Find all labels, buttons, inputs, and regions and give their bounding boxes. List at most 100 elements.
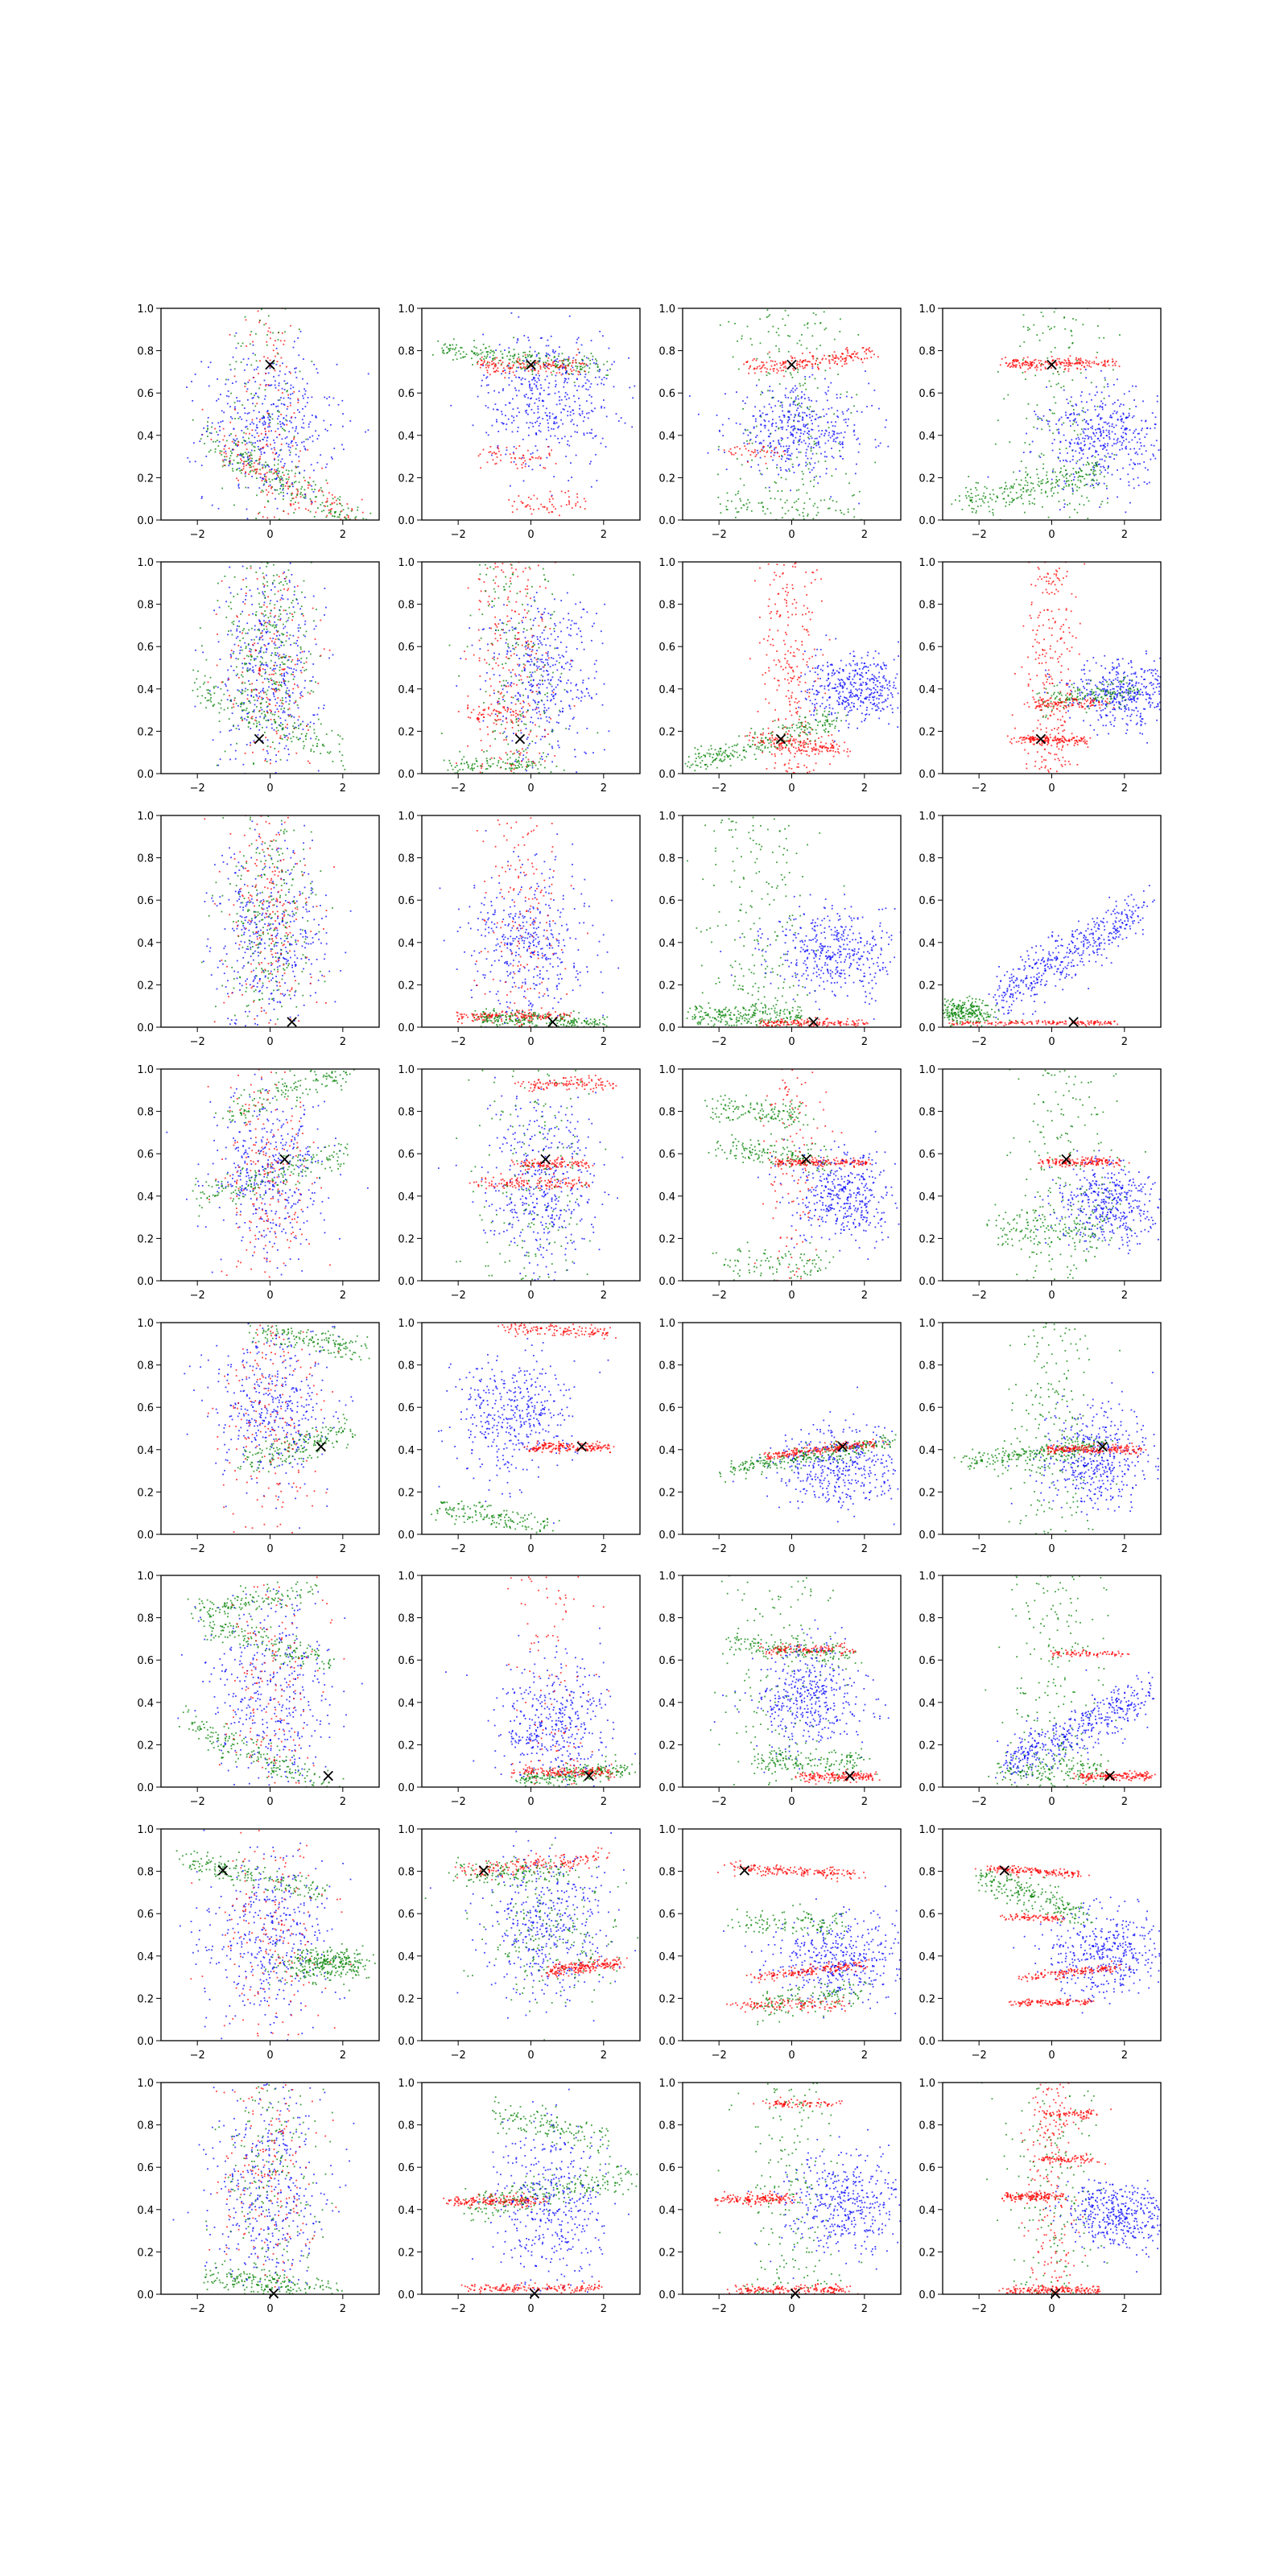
- scatter-point: [1117, 469, 1118, 471]
- scatter-point: [262, 592, 264, 595]
- scatter-point: [258, 421, 261, 423]
- scatter-point: [749, 366, 751, 368]
- scatter-point: [248, 720, 250, 723]
- scatter-point: [1128, 485, 1130, 486]
- scatter-point: [481, 356, 483, 358]
- scatter-point: [303, 358, 304, 360]
- scatter-point: [274, 689, 275, 691]
- scatter-point: [789, 391, 791, 394]
- scatter-point: [1057, 456, 1059, 458]
- scatter-point: [508, 362, 510, 365]
- scatter-point: [270, 487, 272, 489]
- scatter-point: [772, 423, 774, 424]
- scatter-point: [242, 663, 243, 665]
- scatter-point: [806, 448, 808, 451]
- scatter-point: [199, 686, 201, 688]
- scatter-point: [270, 609, 272, 612]
- scatter-point: [312, 435, 314, 437]
- scatter-point: [825, 327, 828, 329]
- scatter-point: [1065, 414, 1067, 416]
- scatter-point: [844, 348, 847, 350]
- scatter-point: [1076, 441, 1079, 444]
- scatter-point: [280, 681, 283, 683]
- scatter-point: [789, 470, 791, 472]
- scatter-point: [303, 388, 305, 390]
- scatter-point: [1069, 355, 1071, 357]
- scatter-point: [546, 375, 548, 378]
- scatter-point: [315, 415, 317, 417]
- scatter-point: [279, 518, 281, 520]
- scatter-point: [615, 413, 617, 415]
- scatter-point: [1100, 471, 1103, 473]
- scatter-point: [232, 356, 234, 358]
- scatter-point: [538, 360, 540, 362]
- scatter-point: [547, 365, 549, 366]
- scatter-point: [242, 718, 244, 720]
- scatter-point: [1104, 361, 1106, 362]
- scatter-point: [279, 589, 282, 592]
- scatter-point: [269, 481, 271, 483]
- scatter-point: [251, 604, 254, 605]
- scatter-point: [1063, 385, 1065, 387]
- scatter-point: [543, 361, 545, 364]
- scatter-point: [1100, 435, 1102, 437]
- scatter-point: [568, 397, 570, 399]
- scatter-point: [290, 644, 291, 646]
- scatter-point: [265, 720, 267, 721]
- scatter-point: [1133, 478, 1135, 481]
- scatter-point: [1089, 473, 1091, 476]
- scatter-point: [561, 361, 564, 364]
- scatter-point: [1063, 503, 1066, 506]
- scatter-point: [269, 700, 271, 701]
- scatter-point: [594, 407, 596, 410]
- scatter-point: [531, 354, 533, 357]
- scatter-point: [793, 440, 795, 442]
- scatter-point: [290, 394, 291, 395]
- scatter-point: [828, 355, 831, 357]
- scatter-point: [820, 433, 823, 436]
- scatter-point: [609, 368, 611, 370]
- scatter-point: [811, 367, 814, 369]
- scatter-point: [518, 362, 521, 365]
- scatter-point: [279, 735, 282, 737]
- scatter-point: [788, 468, 790, 470]
- scatter-point: [793, 425, 795, 427]
- scatter-point: [278, 374, 280, 377]
- scatter-point: [237, 485, 240, 487]
- scatter-point: [484, 355, 485, 357]
- scatter-point: [814, 502, 816, 505]
- scatter-point: [874, 439, 877, 441]
- scatter-point: [1066, 460, 1068, 463]
- scatter-point: [1134, 436, 1136, 439]
- scatter-point: [1051, 495, 1054, 497]
- scatter-point: [257, 642, 259, 645]
- scatter-point: [842, 413, 844, 415]
- scatter-point: [1042, 468, 1044, 469]
- scatter-point: [367, 373, 369, 375]
- scatter-point: [282, 489, 284, 491]
- scatter-point: [1080, 357, 1082, 360]
- scatter-point: [545, 345, 547, 347]
- scatter-point: [624, 422, 626, 424]
- scatter-point: [258, 710, 260, 712]
- scatter-point: [1077, 477, 1080, 478]
- scatter-point: [1100, 405, 1101, 407]
- scatter-point: [302, 615, 304, 617]
- scatter-point: [549, 454, 551, 456]
- scatter-point: [262, 668, 264, 670]
- scatter-point: [779, 419, 782, 421]
- scatter-point: [275, 630, 278, 632]
- scatter-point: [240, 613, 242, 615]
- scatter-point: [568, 359, 570, 361]
- scatter-point: [801, 361, 803, 364]
- scatter-point: [282, 623, 284, 625]
- scatter-point: [800, 344, 803, 346]
- scatter-point: [250, 655, 253, 658]
- scatter-point: [252, 711, 254, 712]
- scatter-point: [1075, 450, 1077, 452]
- scatter-point: [746, 443, 749, 445]
- scatter-points: [186, 308, 372, 520]
- scatter-point: [564, 436, 566, 438]
- scatter-point: [1015, 358, 1017, 361]
- scatter-point: [1153, 444, 1155, 447]
